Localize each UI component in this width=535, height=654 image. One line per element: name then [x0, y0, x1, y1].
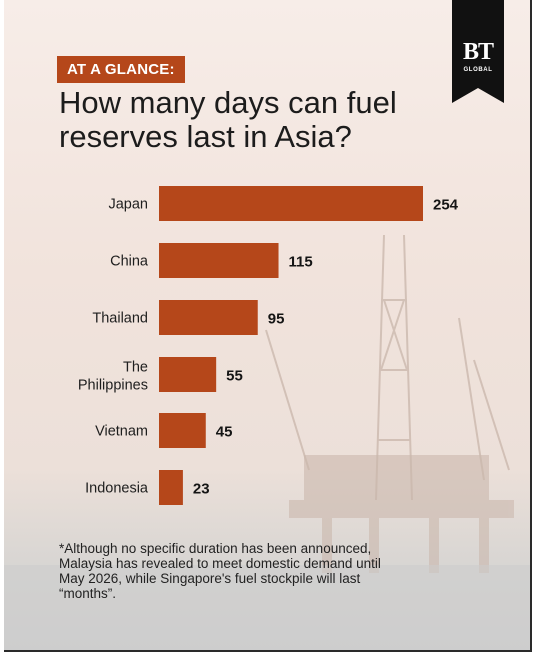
value-label-china: 115: [289, 254, 313, 271]
bar-the-philippines: [159, 357, 217, 392]
value-label-indonesia: 23: [193, 481, 210, 498]
value-label-vietnam: 45: [216, 424, 233, 441]
bar-chart: Japan 254 China 115 Thailand 95 The Philippines…: [78, 186, 459, 505]
bar-vietnam: [159, 413, 206, 448]
value-label-the-philippines: 55: [226, 368, 243, 385]
category-label-vietnam: Vietnam: [95, 424, 148, 440]
infographic-card: AT A GLANCE: How many days can fuel rese…: [4, 0, 532, 652]
bt-logo-mark: BT: [462, 39, 494, 65]
value-label-japan: 254: [433, 197, 459, 214]
oil-rig-background-image: [4, 234, 530, 650]
bar-thailand: [159, 300, 258, 335]
category-label-japan: Japan: [108, 197, 148, 213]
category-label-china: China: [110, 254, 149, 270]
bar-china: [159, 243, 279, 278]
footnote: *Although no specific duration has been …: [59, 541, 381, 601]
bar-indonesia: [159, 470, 183, 505]
bt-global-logo: [452, 0, 504, 103]
bar-japan: [159, 186, 423, 221]
bt-logo-subtext: GLOBAL: [463, 67, 493, 73]
category-label-the-philippines: The Philippines: [78, 360, 148, 394]
value-label-thailand: 95: [268, 311, 285, 328]
chart-title: How many days can fuel reserves last in …: [59, 85, 397, 154]
at-a-glance-badge: AT A GLANCE:: [57, 56, 185, 83]
category-label-indonesia: Indonesia: [85, 481, 149, 497]
category-label-thailand: Thailand: [92, 311, 148, 327]
